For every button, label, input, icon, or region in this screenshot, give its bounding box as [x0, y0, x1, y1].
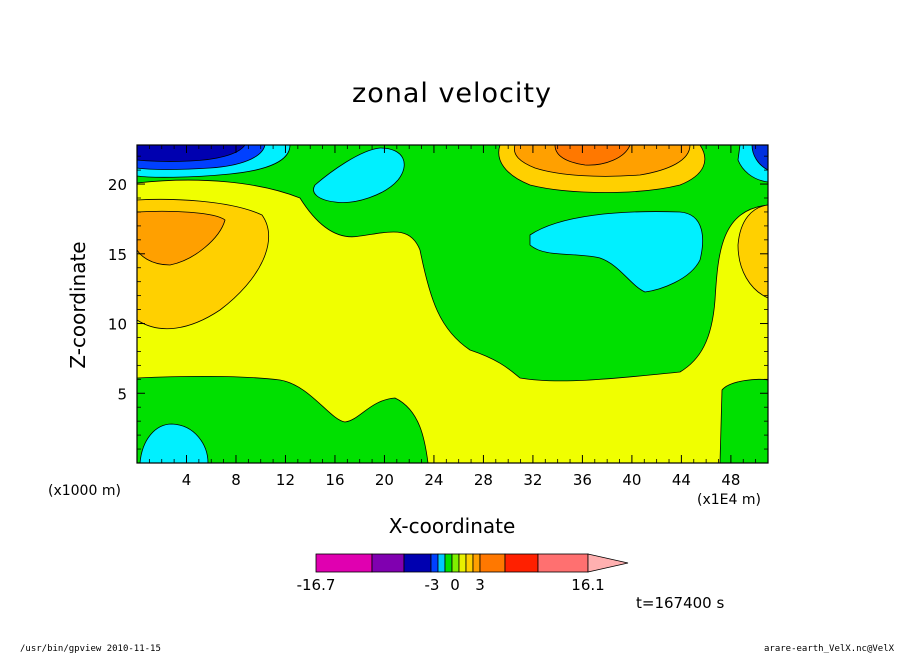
colorbar-segment [437, 553, 446, 573]
colorbar-segment [458, 553, 467, 573]
colorbar-segment [430, 553, 439, 573]
y-tick-label: 20 [108, 176, 127, 194]
field-darkorange-top [554, 145, 631, 166]
colorbar-segment [472, 553, 481, 573]
plot-frame [136, 144, 769, 464]
field-green-upper [137, 145, 768, 382]
field-gold-right [737, 204, 768, 299]
colorbar-segment [315, 553, 373, 573]
colorbar-segment [537, 553, 589, 573]
contour-fill-group [137, 145, 768, 463]
field-green-lower-left [137, 375, 429, 463]
colorbar-segment [504, 553, 539, 573]
colorbar-label: 0 [450, 576, 460, 594]
y-tick-label: 5 [117, 385, 127, 403]
field-blue-top-right [751, 145, 768, 171]
colorbar-segment [451, 553, 460, 573]
x-tick-label: 20 [375, 471, 394, 489]
y-axis-label: Z-coordinate [66, 241, 90, 369]
x-tick-label: 28 [474, 471, 493, 489]
x-tick-label: 40 [622, 471, 641, 489]
colorbar-label: -3 [425, 576, 440, 594]
field-orange-left [137, 210, 226, 266]
x-tick-label: 16 [325, 471, 344, 489]
x-tick-label: 44 [672, 471, 691, 489]
field-green-lower-right [719, 378, 768, 463]
x-tick-label: 24 [424, 471, 443, 489]
colorbar-segment [444, 553, 453, 573]
colorbar-label: 16.1 [571, 576, 604, 594]
x-axis-label: X-coordinate [388, 514, 516, 538]
colorbar-extend [587, 553, 629, 573]
colorbar-label: -16.7 [297, 576, 336, 594]
colorbar-label: 3 [475, 576, 485, 594]
x-tick-label: 36 [573, 471, 592, 489]
colorbar-segment [371, 553, 405, 573]
y-tick-label: 10 [108, 316, 127, 334]
colorbar-segment [465, 553, 474, 573]
time-label: t=167400 s [636, 594, 725, 612]
x-tick-label: 12 [276, 471, 295, 489]
x-unit-left: (x1000 m) [48, 483, 121, 499]
x-ticks: 4 8 12 16 20 24 28 32 36 40 44 48 [148, 145, 757, 489]
field-cyan-bottom [139, 423, 209, 463]
chart-title: zonal velocity [352, 78, 552, 109]
footer-right: arare-earth_VelX.nc@VelX [764, 644, 895, 654]
colorbar-segment [403, 553, 432, 573]
field-cyan-right [529, 211, 703, 293]
field-darkblue-top-left [137, 145, 246, 162]
footer-left: /usr/bin/gpview 2010-11-15 [20, 644, 161, 654]
y-ticks: 5 10 15 20 [108, 155, 768, 450]
x-tick-label: 4 [182, 471, 192, 489]
x-tick-label: 48 [721, 471, 740, 489]
x-tick-label: 8 [231, 471, 241, 489]
field-cyan-upper [313, 147, 405, 203]
colorbar: -16.7 -3 0 3 16.1 [297, 553, 629, 594]
x-unit-right: (x1E4 m) [697, 492, 761, 508]
x-tick-label: 32 [523, 471, 542, 489]
y-tick-label: 15 [108, 246, 127, 264]
colorbar-segment [479, 553, 506, 573]
